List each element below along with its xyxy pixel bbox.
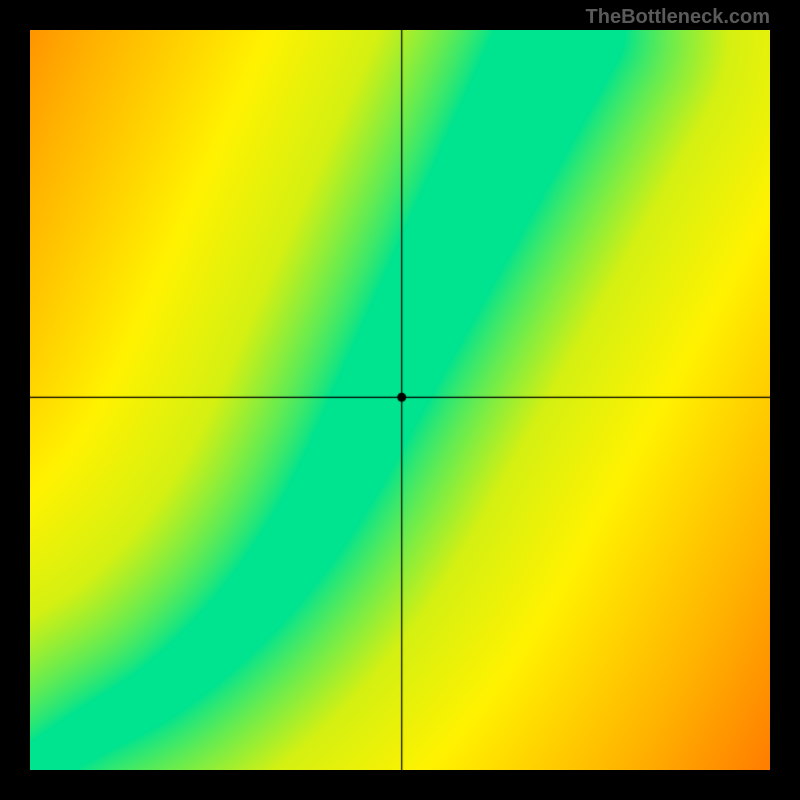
watermark-text: TheBottleneck.com	[586, 6, 770, 29]
bottleneck-heatmap	[30, 30, 770, 770]
heatmap-canvas	[30, 30, 770, 770]
